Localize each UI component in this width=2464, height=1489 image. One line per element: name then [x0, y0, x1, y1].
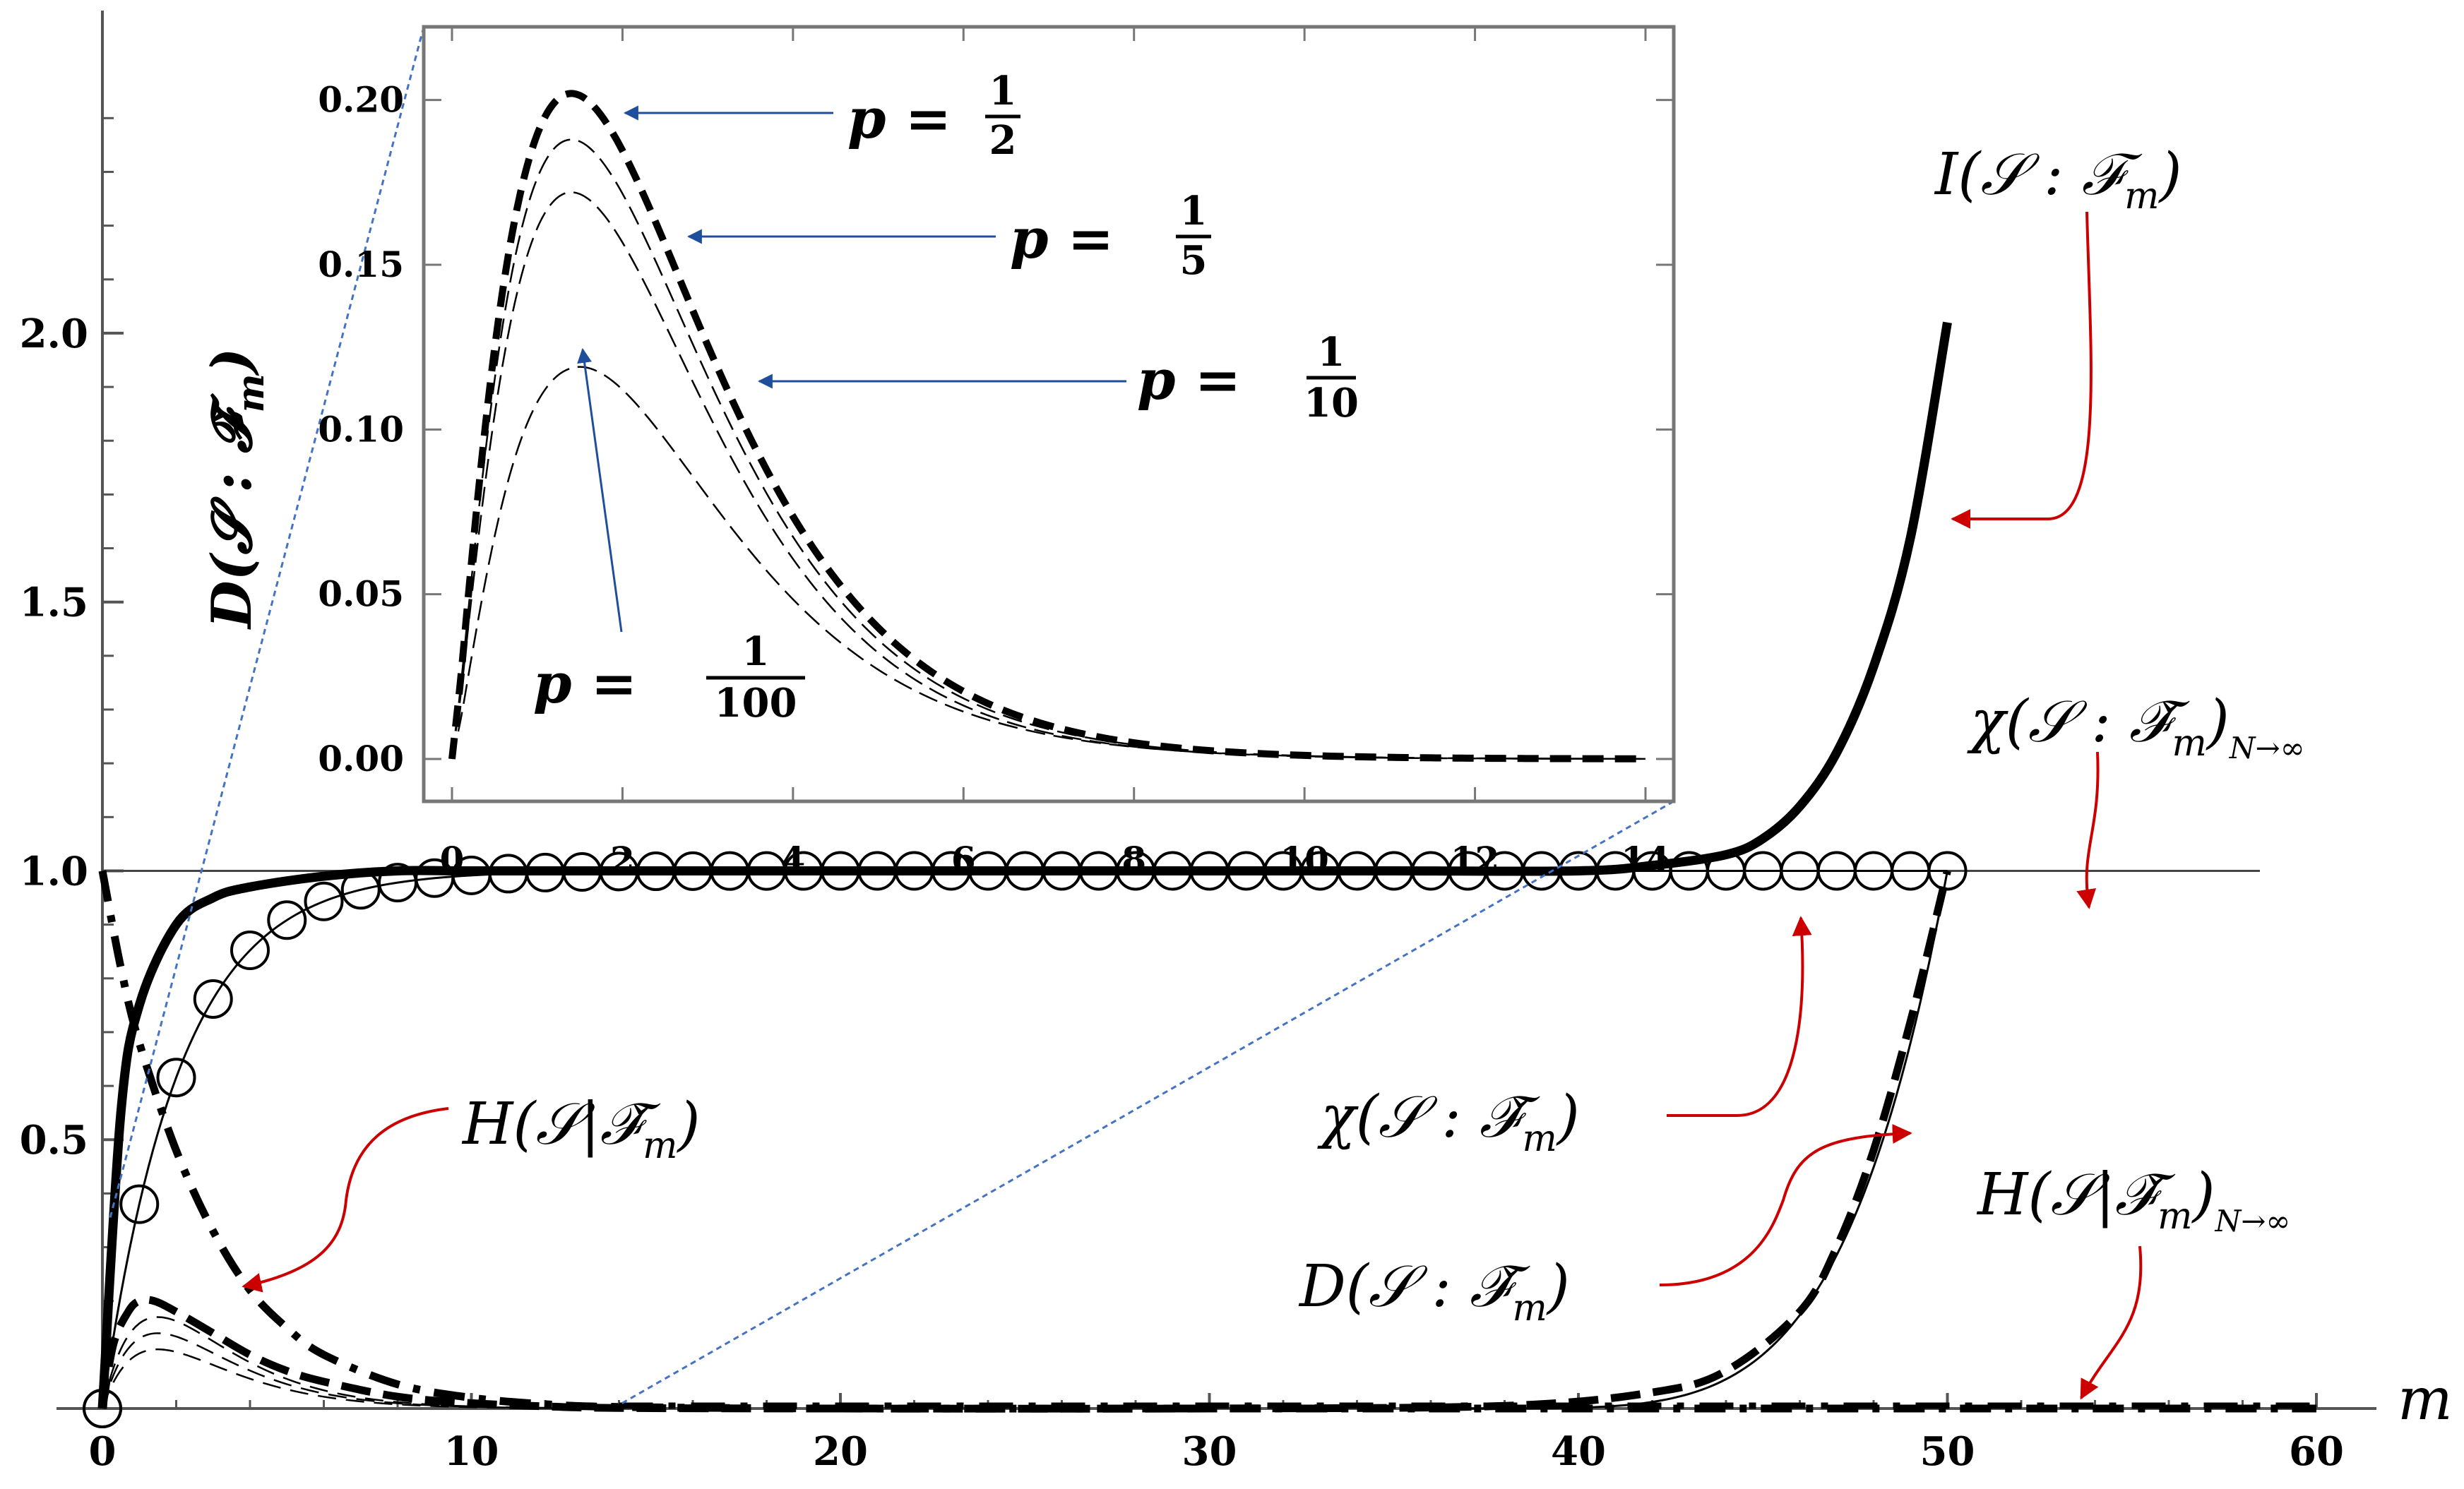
label-I: I(𝒮 : ℱm) — [1934, 141, 2182, 217]
inset-y-tick-label: 0.15 — [318, 244, 404, 285]
label-p-half: p = 1 2 — [847, 68, 1020, 164]
inset-series — [448, 90, 1646, 763]
inset-x-tick-label: 6 — [951, 839, 976, 880]
svg-text:1: 1 — [742, 628, 770, 675]
x-tick-label: 60 — [2289, 1428, 2344, 1475]
main-series — [83, 321, 2316, 1428]
y-tick-label: 1.5 — [20, 580, 88, 626]
inset-series-3 — [451, 366, 1646, 760]
inset-series-2 — [451, 191, 1646, 760]
inset-y-tick-label: 0.00 — [318, 738, 404, 779]
y-tick-label: 2.0 — [20, 311, 88, 357]
series-I — [97, 321, 1952, 1409]
series-chi-point — [304, 881, 344, 921]
svg-text:p =: p = — [533, 652, 637, 716]
inset-x-tick-label: 10 — [1280, 839, 1329, 880]
inset-x-tick-label: 4 — [780, 839, 805, 880]
label-chi-inf: χ(𝒮 : ℱ̌m)N→∞ — [1967, 688, 2305, 765]
svg-text:1: 1 — [989, 68, 1017, 114]
svg-text:p =: p = — [847, 87, 951, 151]
series-D-variant — [101, 1332, 619, 1410]
arrow-D — [1659, 1124, 1912, 1286]
svg-text:p =: p = — [1010, 207, 1114, 271]
series-chi-point — [230, 930, 270, 970]
zoom-lines — [108, 26, 1674, 1406]
svg-text:10: 10 — [1304, 380, 1359, 426]
series-chi-point — [267, 900, 307, 940]
label-H-inf: H(𝒮|ℱ̌m)N→∞ — [1976, 1161, 2290, 1238]
zoom-line-left — [108, 26, 425, 1221]
x-axis-label: m — [2398, 1366, 2453, 1433]
series-D-variant — [101, 1348, 619, 1410]
main-ticks: 0 10 20 30 40 50 600.51.01.52.0 — [20, 116, 2344, 1475]
inset-series-0 — [448, 90, 1646, 763]
inset-frame — [422, 25, 1676, 803]
y-tick-label: 1.0 — [20, 848, 88, 895]
svg-text:5: 5 — [1180, 237, 1208, 284]
series-H — [98, 870, 2316, 1413]
series-chi-curve — [101, 869, 1948, 1409]
zoom-line-right — [618, 800, 1674, 1406]
x-tick-label: 20 — [813, 1428, 868, 1475]
inset-x-tick-label: 12 — [1451, 839, 1500, 880]
inset-x-tick-label: 2 — [610, 839, 635, 880]
svg-text:1: 1 — [1180, 188, 1208, 234]
arrow-H — [242, 1107, 449, 1293]
label-p-fifth: p = 1 5 — [1010, 188, 1211, 284]
arrow-chi — [1667, 916, 1812, 1117]
svg-text:p =: p = — [1137, 348, 1241, 412]
x-tick-label: 50 — [1920, 1428, 1975, 1475]
x-tick-label: 10 — [444, 1428, 499, 1475]
label-D: D(𝒮 : ℱ̌m) — [1298, 1253, 1570, 1329]
annotation-arrows — [242, 105, 2143, 1400]
y-tick-label: 0.5 — [20, 1117, 88, 1164]
inset-y-tick-label: 0.20 — [318, 79, 404, 121]
inset-x-tick-label: 14 — [1621, 839, 1670, 880]
inset-y-tick-label: 0.05 — [318, 573, 404, 615]
label-p-hundredth: p = 1 100 — [533, 628, 805, 726]
inset-x-tick-label: 0 — [440, 839, 465, 880]
series-D — [98, 870, 1951, 1413]
x-tick-label: 30 — [1182, 1428, 1237, 1475]
inset-series-1 — [451, 138, 1646, 760]
series-D-variant — [101, 1316, 619, 1409]
inset-ticks: 0 2 4 6 8 10 12 140.000.050.100.150.20 — [318, 27, 1674, 880]
arrow-p-hundredth — [577, 347, 623, 633]
label-H: H(𝒮|ℱ̌m) — [461, 1091, 700, 1167]
inset-x-tick-label: 8 — [1121, 839, 1146, 880]
svg-text:2: 2 — [989, 117, 1017, 164]
svg-text:100: 100 — [715, 680, 797, 726]
series-chi-point — [156, 1058, 196, 1098]
svg-text:1: 1 — [1318, 329, 1345, 376]
arrow-H-inf — [2080, 1245, 2143, 1400]
series-chi-point — [119, 1184, 160, 1224]
inset-y-label: D(𝓢 : 𝓕̌m) — [200, 347, 273, 630]
series-chi-point — [193, 979, 233, 1019]
series-chi-point — [83, 1389, 122, 1428]
arrow-chi-inf — [2076, 751, 2100, 909]
x-tick-label: 0 — [89, 1428, 117, 1475]
label-chi: χ(𝒮 : ℱ̌m) — [1317, 1084, 1580, 1160]
label-p-tenth: p = 1 10 — [1137, 329, 1359, 426]
arrow-I — [1951, 211, 2093, 529]
x-tick-label: 40 — [1551, 1428, 1606, 1475]
series-chi-point — [1927, 851, 1968, 891]
inset-y-tick-label: 0.10 — [318, 408, 404, 450]
